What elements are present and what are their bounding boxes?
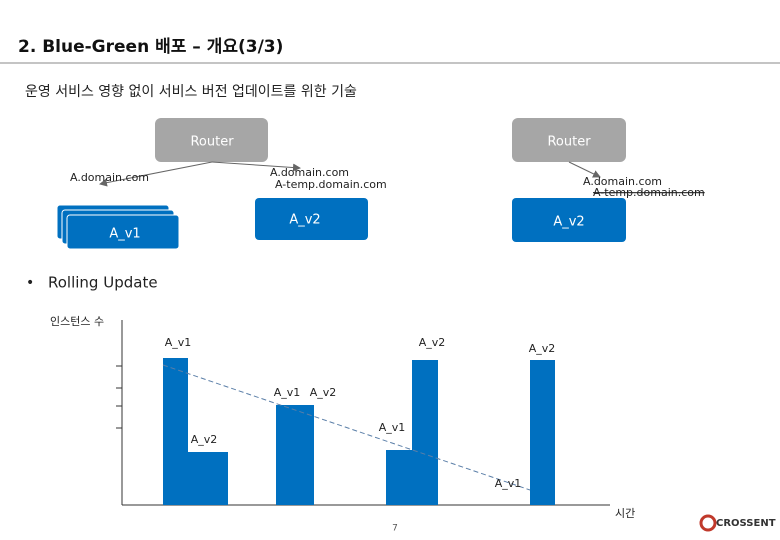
axis-label: 인스턴스 수 <box>50 315 104 328</box>
trend-line <box>162 364 531 491</box>
page-number: 7 <box>392 524 398 534</box>
app-box <box>255 198 368 240</box>
bar <box>188 452 228 505</box>
app-box <box>66 214 180 250</box>
app-box <box>512 198 626 242</box>
bar-label: A_v2 <box>310 386 337 399</box>
app-label: A_v1 <box>109 227 140 242</box>
arrow <box>211 161 301 172</box>
bullet-dot: • <box>26 275 34 291</box>
bar <box>163 358 188 505</box>
bar-label: A_v2 <box>529 342 556 355</box>
bar-label: A_v1 <box>379 421 406 434</box>
title: 2. Blue-Green 배포 – 개요(3/3) <box>18 37 283 57</box>
arrow <box>99 161 213 187</box>
bar <box>530 360 555 505</box>
domain-label: A-temp.domain.com <box>275 178 387 191</box>
arrow <box>568 161 601 178</box>
logo: CROSSENT <box>716 518 776 529</box>
bar-label: A_v1 <box>165 336 192 349</box>
router-label: Router <box>547 135 591 150</box>
app-label: A_v2 <box>553 215 584 230</box>
bar-label: A_v2 <box>191 433 218 446</box>
axis-label: 시간 <box>615 507 635 520</box>
bar-label: A_v1 <box>274 386 301 399</box>
bar-label: A_v2 <box>419 336 446 349</box>
router-box <box>512 118 626 162</box>
bullet-text: Rolling Update <box>48 274 158 292</box>
router-box <box>155 118 268 162</box>
domain-label: A.domain.com <box>583 175 662 188</box>
subtitle: 운영 서비스 영향 없이 서비스 버전 업데이트를 위한 기술 <box>25 84 357 100</box>
domain-label: A.domain.com <box>270 166 349 179</box>
app-label: A_v2 <box>289 213 320 228</box>
bar <box>386 450 412 505</box>
router-label: Router <box>190 135 234 150</box>
domain-label: A-temp.domain.com <box>593 186 705 199</box>
bar <box>412 360 438 505</box>
bar-label: A_v1 <box>495 477 522 490</box>
logo-mark <box>699 514 717 532</box>
domain-label: A.domain.com <box>70 171 149 184</box>
bar <box>276 405 314 505</box>
